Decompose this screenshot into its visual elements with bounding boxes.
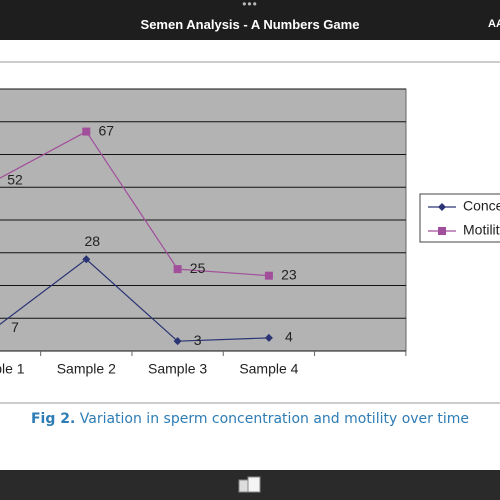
diamond-marker — [264, 333, 273, 342]
data-label: 4 — [285, 329, 293, 345]
legend-label: Concentration — [463, 198, 500, 214]
data-label: 23 — [281, 266, 297, 282]
data-label: 67 — [99, 122, 115, 138]
diamond-marker — [173, 337, 182, 346]
legend — [419, 193, 500, 243]
data-label: 3 — [194, 332, 202, 348]
browser-bottom-bar — [0, 470, 500, 500]
series-line — [0, 130, 269, 277]
data-label: 25 — [190, 260, 206, 276]
page-title: Semen Analysis - A Numbers Game — [140, 17, 360, 32]
series-line — [0, 258, 269, 342]
x-tick-label: Sample 1 — [0, 361, 25, 377]
x-tick-label: Sample 2 — [57, 361, 116, 377]
data-label: 52 — [7, 171, 23, 187]
text-size-button[interactable]: AA — [488, 18, 500, 30]
square-marker — [82, 127, 91, 136]
square-marker — [264, 271, 273, 280]
caption-label: Fig 2. — [30, 411, 76, 427]
menu-dots[interactable]: ••• — [242, 0, 258, 11]
legend-marker — [438, 203, 446, 211]
data-label: 7 — [11, 319, 19, 335]
browser-toolbar: ••• Semen Analysis - A Numbers Game AA — [0, 0, 500, 40]
caption-text: Variation in sperm concentration and mot… — [79, 411, 470, 427]
legend-label: Motility — [463, 222, 500, 238]
figure-caption: Fig 2. Variation in sperm concentration … — [0, 411, 500, 427]
data-label: 28 — [85, 233, 101, 249]
legend-marker — [438, 227, 446, 235]
x-tick-label: Sample 3 — [148, 361, 207, 377]
x-tick-label: Sample 4 — [239, 361, 298, 377]
square-marker — [173, 265, 182, 274]
tabs-icon[interactable] — [236, 474, 266, 498]
